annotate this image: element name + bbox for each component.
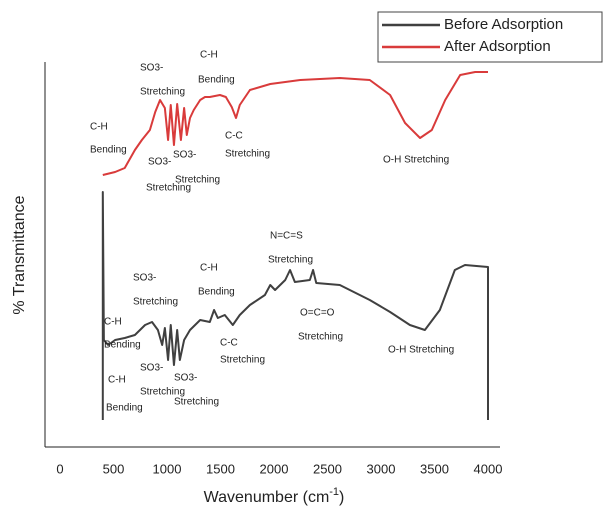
- annotation: SO3-: [174, 373, 197, 384]
- annotation: SO3-: [173, 150, 196, 161]
- x-tick-label: 3000: [367, 461, 396, 476]
- y-axis-label: % Transmittance: [11, 195, 28, 314]
- annotation: C-H: [200, 263, 218, 274]
- annotation: O-H Stretching: [388, 345, 454, 356]
- annotation: C-H: [200, 50, 218, 61]
- annotation: Stretching: [174, 397, 219, 408]
- x-tick-label: 4000: [474, 461, 503, 476]
- x-tick-label: 2000: [260, 461, 289, 476]
- x-tick-label: 0: [56, 461, 63, 476]
- x-tick-label: 500: [103, 461, 125, 476]
- annotation: N=C=S: [270, 231, 303, 242]
- annotation: Stretching: [268, 255, 313, 266]
- annotation: SO3-: [148, 157, 171, 168]
- annotation: Stretching: [225, 149, 270, 160]
- annotation: O-H Stretching: [383, 155, 449, 166]
- annotation: Stretching: [146, 183, 191, 194]
- series-line: [102, 71, 488, 176]
- x-axis-label: Wavenumber (cm-1): [204, 486, 345, 506]
- annotation: Bending: [90, 145, 127, 156]
- annotation: C-C: [225, 131, 243, 142]
- x-label-part: ): [339, 489, 344, 506]
- annotation: Bending: [106, 403, 143, 414]
- annotation: Stretching: [140, 87, 185, 98]
- annotation: SO3-: [140, 63, 163, 74]
- annotation: SO3-: [133, 273, 156, 284]
- x-tick-label: 3500: [420, 461, 449, 476]
- series-line: [101, 191, 489, 420]
- annotation: C-C: [220, 338, 238, 349]
- annotation: C-H: [108, 375, 126, 386]
- annotation: Bending: [198, 75, 235, 86]
- annotation: C-H: [90, 122, 108, 133]
- x-tick-label: 1500: [206, 461, 235, 476]
- x-label-sup: -1: [329, 486, 339, 498]
- annotation: Stretching: [220, 355, 265, 366]
- annotation: Stretching: [175, 175, 220, 186]
- annotation: O=C=O: [300, 308, 335, 319]
- annotation: Stretching: [298, 332, 343, 343]
- legend-box: [377, 11, 603, 63]
- annotation: Bending: [104, 340, 141, 351]
- annotation: SO3-: [140, 363, 163, 374]
- annotation: C-H: [104, 317, 122, 328]
- annotation: Bending: [198, 287, 235, 298]
- legend-label: Before Adsorption: [444, 16, 563, 33]
- x-tick-label: 2500: [313, 461, 342, 476]
- annotation: Stretching: [133, 297, 178, 308]
- x-label-part: Wavenumber (cm: [204, 489, 330, 506]
- annotation: Stretching: [140, 387, 185, 398]
- x-tick-label: 1000: [153, 461, 182, 476]
- legend-label: After Adsorption: [444, 38, 551, 55]
